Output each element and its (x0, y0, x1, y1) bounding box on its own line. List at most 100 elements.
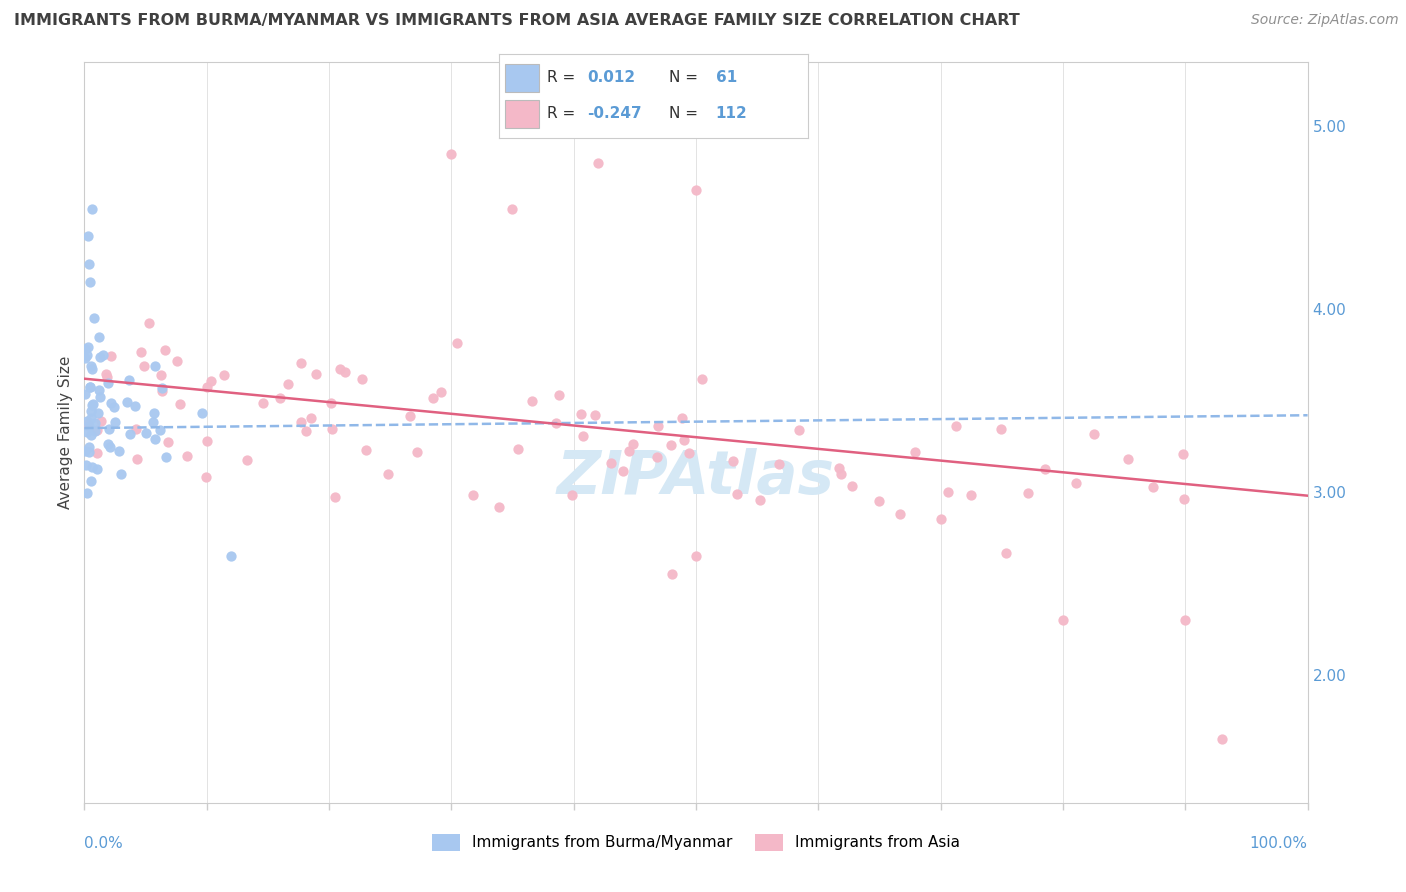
Point (149, 423, 172, 437)
Point (143, 432, 166, 446)
Text: 0.0%: 0.0% (84, 836, 124, 851)
Point (690, 372, 713, 386)
Point (195, 434, 218, 448)
Point (647, 418, 669, 433)
Point (586, 156, 609, 170)
Point (277, 376, 299, 391)
Point (80, 359, 103, 373)
Point (155, 450, 177, 464)
Point (76, 486, 98, 500)
Point (904, 445, 927, 459)
Point (333, 365, 356, 379)
Point (463, 488, 485, 502)
Point (91, 348, 114, 362)
Point (96, 368, 118, 382)
Point (290, 415, 312, 429)
Point (377, 467, 399, 481)
Point (115, 394, 138, 409)
Point (945, 419, 967, 434)
Point (143, 359, 166, 374)
Point (132, 359, 155, 374)
Text: ZIPAtlas: ZIPAtlas (557, 448, 835, 507)
Point (125, 422, 148, 436)
Point (79, 380, 101, 394)
Point (1017, 486, 1039, 500)
Point (725, 487, 748, 501)
Text: R =: R = (547, 70, 575, 86)
Point (97, 422, 120, 436)
Point (1142, 480, 1164, 494)
Point (90, 414, 112, 428)
Point (548, 387, 571, 401)
Text: Source: ZipAtlas.com: Source: ZipAtlas.com (1251, 13, 1399, 28)
Point (200, 374, 222, 388)
Point (142, 406, 165, 420)
Point (572, 429, 595, 443)
Point (671, 411, 693, 425)
Point (841, 479, 863, 493)
Point (506, 442, 529, 457)
Point (77, 440, 100, 454)
Point (80, 202, 103, 216)
Point (1171, 447, 1194, 461)
Point (768, 457, 790, 471)
Text: 100.0%: 100.0% (1250, 836, 1308, 851)
Y-axis label: Average Family Size: Average Family Size (58, 356, 73, 509)
Point (1052, 613, 1074, 627)
Point (645, 450, 668, 464)
Point (219, 549, 242, 563)
Point (661, 567, 683, 582)
Point (440, 146, 463, 161)
Point (120, 426, 142, 441)
Point (295, 425, 318, 439)
Point (488, 500, 510, 514)
Point (1033, 462, 1056, 476)
Point (612, 464, 634, 478)
Point (599, 456, 621, 470)
Text: 112: 112 (716, 106, 748, 121)
Point (127, 452, 149, 467)
Point (422, 391, 444, 405)
Point (176, 449, 198, 463)
Point (86, 446, 108, 460)
Point (129, 345, 152, 359)
Point (319, 396, 342, 410)
Point (155, 343, 177, 358)
Point (80, 362, 103, 376)
Point (80, 459, 103, 474)
Point (621, 437, 644, 451)
Point (89, 383, 111, 397)
Point (430, 384, 453, 399)
Point (118, 373, 141, 387)
Point (329, 362, 352, 376)
Point (75, 387, 97, 401)
Point (1083, 426, 1105, 441)
Point (166, 353, 188, 368)
Point (150, 381, 173, 395)
FancyBboxPatch shape (505, 100, 540, 128)
Point (75, 444, 97, 458)
Point (76, 417, 98, 432)
Point (830, 467, 852, 482)
Point (502, 202, 524, 216)
Point (195, 380, 218, 394)
Point (77, 229, 100, 244)
Point (544, 416, 567, 430)
Point (350, 372, 373, 386)
Point (212, 368, 235, 382)
Point (299, 410, 322, 425)
Point (990, 422, 1012, 436)
Point (290, 355, 312, 369)
Point (1174, 613, 1197, 627)
Text: N =: N = (669, 70, 699, 86)
Point (138, 316, 160, 330)
Point (1211, 731, 1233, 746)
Point (446, 336, 468, 351)
Text: N =: N = (669, 106, 699, 121)
FancyBboxPatch shape (505, 64, 540, 92)
Point (86, 423, 108, 437)
Point (76, 348, 98, 362)
Point (103, 401, 125, 415)
Point (77, 419, 100, 434)
Point (100, 349, 122, 363)
